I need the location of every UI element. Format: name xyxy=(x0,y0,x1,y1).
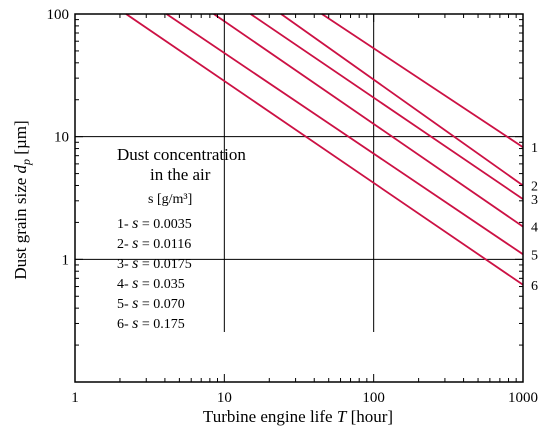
legend-entry-prefix: 4- xyxy=(117,277,132,292)
y-axis-title-sub: p xyxy=(19,159,33,166)
legend-entry-var: s xyxy=(132,215,138,232)
tick-labels: 1 10 100 1000 1 10 100 xyxy=(47,7,539,406)
curve-label-1: 1 xyxy=(531,141,538,156)
legend-entry-1: 1- s = 0.0035 xyxy=(117,215,192,232)
legend-entry-var: s xyxy=(132,235,138,252)
series-line-6 xyxy=(125,13,524,286)
grid-lines xyxy=(75,14,523,332)
legend-entry-prefix: 1- xyxy=(117,217,132,232)
legend-entry-prefix: 2- xyxy=(117,237,132,252)
y-axis-title-text: Dust grain size xyxy=(11,178,30,280)
legend-entry-value: = 0.175 xyxy=(138,317,184,332)
curve-label-3: 3 xyxy=(531,193,538,208)
x-axis-title: Turbine engine life T [hour] xyxy=(203,407,393,426)
legend-entry-value: = 0.0175 xyxy=(138,257,191,272)
y-axis-title: Dust grain size dp [µm] xyxy=(11,120,34,279)
legend-entry-value: = 0.035 xyxy=(138,277,184,292)
series-line-4 xyxy=(213,13,524,228)
plot-frame xyxy=(74,13,524,383)
legend-entry-prefix: 3- xyxy=(117,257,132,272)
legend-entry-var: s xyxy=(132,255,138,272)
x-axis-title-unit: [hour] xyxy=(351,407,393,426)
legend-entry-prefix: 5- xyxy=(117,297,132,312)
legend-entry-value: = 0.0035 xyxy=(138,217,191,232)
legend-entry-prefix: 6- xyxy=(117,317,132,332)
series-line-1 xyxy=(321,13,524,148)
x-tick-label: 1 xyxy=(71,390,79,406)
x-tick-label: 100 xyxy=(362,390,385,406)
series-line-3 xyxy=(250,13,524,200)
legend: Dust concentration in the air s [g/m³] 1… xyxy=(117,145,246,332)
legend-entry-4: 4- s = 0.035 xyxy=(117,275,185,292)
x-tick-label: 1000 xyxy=(508,390,538,406)
curve-label-2: 2 xyxy=(531,179,538,194)
legend-title-line2: in the air xyxy=(150,165,211,184)
legend-entries: 1- s = 0.0035 2- s = 0.0116 3- s = 0.0175 4… xyxy=(117,215,192,332)
x-axis-title-var: T xyxy=(337,407,348,426)
legend-entry-var: s xyxy=(132,315,138,332)
y-tick-label: 1 xyxy=(62,252,70,268)
legend-title-line1: Dust concentration xyxy=(117,145,246,164)
legend-unit: s [g/m³] xyxy=(148,192,192,207)
curve-label-6: 6 xyxy=(531,279,538,294)
series-line-2 xyxy=(280,13,524,187)
curve-label-4: 4 xyxy=(531,221,538,236)
y-tick-label: 100 xyxy=(47,7,70,23)
y-tick-label: 10 xyxy=(54,130,69,146)
legend-entry-var: s xyxy=(132,295,138,312)
legend-entry-value: = 0.070 xyxy=(138,297,184,312)
legend-entry-6: 6- s = 0.175 xyxy=(117,315,185,332)
legend-entry-var: s xyxy=(132,275,138,292)
legend-entry-5: 5- s = 0.070 xyxy=(117,295,185,312)
legend-entry-3: 3- s = 0.0175 xyxy=(117,255,192,272)
legend-entry-value: = 0.0116 xyxy=(138,237,191,252)
curve-label-5: 5 xyxy=(531,248,538,263)
y-axis-title-unit: [µm] xyxy=(11,120,30,154)
y-axis-title-var: d xyxy=(11,164,30,173)
x-tick-label: 10 xyxy=(217,390,232,406)
legend-entry-2: 2- s = 0.0116 xyxy=(117,235,191,252)
x-axis-title-text: Turbine engine life xyxy=(203,407,333,426)
series-line-5 xyxy=(165,13,524,256)
series-lines xyxy=(125,13,524,286)
